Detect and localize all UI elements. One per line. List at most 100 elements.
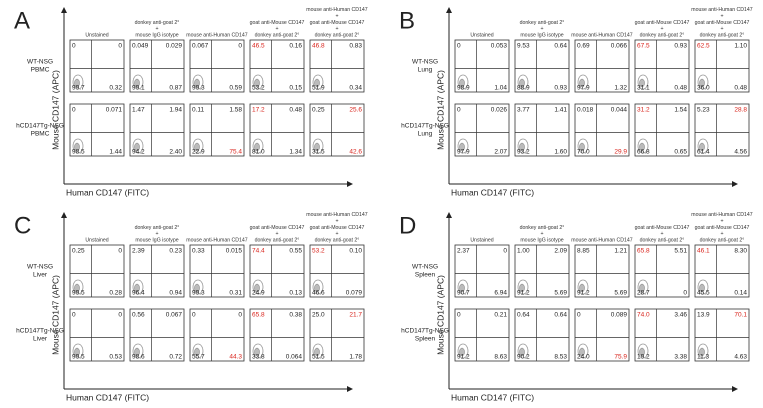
cell-population [639,142,645,152]
quadrant-percent: 1.54 [674,107,687,114]
cell-population [459,347,465,357]
cell-population [577,74,589,90]
cell-population [312,343,324,359]
cell-population [519,142,525,152]
cell-population [72,279,84,295]
column-header: + [720,26,723,32]
cell-population [459,142,465,152]
cell-population [699,283,705,293]
row-label: hCD147Tg-NSG [401,123,449,130]
quadrant-percent: 98.6 [132,354,145,361]
column-header: donkey anti-goat 2° [315,32,360,38]
row-label: hCD147Tg-NSG [16,328,64,335]
quadrant-percent: 3.77 [517,107,530,114]
quadrant-percent: 97.9 [457,149,470,156]
column-header: goat anti-Mouse CD147 [635,225,690,231]
quadrant-percent: 0 [503,248,507,255]
quadrant-percent: 2.39 [132,248,145,255]
quadrant-percent: 17.2 [252,107,265,114]
quadrant-percent: 0.067 [192,43,209,50]
quadrant-percent: 0.69 [577,43,590,50]
cell-population [517,343,529,359]
row-label: hCD147Tg-NSG [401,328,449,335]
column-header: donkey anti-goat 2° [520,225,565,231]
plot-frame [69,39,125,93]
quadrant-percent: 5.23 [697,107,710,114]
quadrant-percent: 45.5 [697,290,710,297]
quadrant-percent: 91.2 [457,354,470,361]
cell-population [457,138,469,154]
column-header: goat anti-Mouse CD147 [310,20,365,26]
column-header: Unstained [85,32,108,38]
quadrant-percent: 1.10 [734,43,747,50]
row-label: Lung [418,131,433,138]
column-header: mouse anti-Human CD147 [571,32,633,38]
column-header: + [720,218,723,224]
quadrant-percent: 0 [238,43,242,50]
quadrant-percent: 0.071 [106,107,123,114]
cell-population [519,78,525,88]
quadrant-percent: 0.94 [169,290,182,297]
quadrant-percent: 4.63 [734,354,747,361]
panel: D Mouse CD147 (APC) Human CD147 (FITC) Unst… [399,212,753,402]
quadrant-percent: 0.21 [494,312,507,319]
quadrant-percent: 31.1 [637,85,650,92]
cell-population [459,78,465,88]
flow-plot: 74.4 0.55 24.9 0.13 [249,244,305,298]
quadrant-percent: 46.5 [252,43,265,50]
column-header: donkey anti-goat 2° [135,225,180,231]
quadrant-percent: 33.8 [252,354,265,361]
quadrant-percent: 81.0 [252,149,265,156]
column-header: Unstained [470,237,493,243]
flow-plot: 3.77 1.41 93.2 1.60 [514,103,570,157]
cell-population [517,74,529,90]
flow-plot: 0 0.071 98.5 1.44 [69,103,125,157]
x-axis-label: Human CD147 (FITC) [451,392,534,402]
flow-plot: 5.23 28.8 61.4 4.56 [694,103,750,157]
cell-population [639,78,645,88]
quadrant-percent: 0.53 [109,354,122,361]
quadrant-percent: 90.7 [457,290,470,297]
column-header: + [540,231,543,237]
quadrant-percent: 3.38 [674,354,687,361]
quadrant-percent: 0.11 [192,107,205,114]
cell-population [517,279,529,295]
quadrant-percent: 53.2 [312,248,325,255]
quadrant-percent: 0.48 [289,107,302,114]
flow-plot: 46.5 0.16 53.2 0.15 [249,39,305,93]
flow-plot: 1.00 2.09 91.2 5.69 [514,244,570,298]
column-header: goat anti-Mouse CD147 [250,225,305,231]
quadrant-percent: 28.7 [637,290,650,297]
cell-population [132,343,144,359]
row-label: WT-NSG [412,59,438,66]
quadrant-percent: 0.067 [166,312,183,319]
panel-letter: C [14,212,31,239]
column-header: donkey anti-goat 2° [700,237,745,243]
flow-plot: 8.85 1.21 91.2 5.69 [574,244,630,298]
cell-population [74,283,80,293]
quadrant-percent: 99.5 [72,354,85,361]
quadrant-percent: 1.32 [614,85,627,92]
quadrant-percent: 0.044 [611,107,628,114]
flow-plot: 53.2 0.10 46.6 0.079 [309,244,365,298]
flow-plot: 46.1 8.30 45.5 0.14 [694,244,750,298]
cell-population [637,343,649,359]
quadrant-percent: 5.69 [614,290,627,297]
quadrant-percent: 1.34 [289,149,302,156]
cell-population [74,347,80,357]
flow-plot: 0 0 99.5 0.53 [69,308,125,362]
cell-population [579,283,585,293]
y-axis-label: Mouse CD147 (APC) [435,70,445,150]
cell-population [637,138,649,154]
flow-plot: 0 0.053 98.9 1.04 [454,39,510,93]
quadrant-percent: 0.049 [132,43,149,50]
cell-population [697,138,709,154]
quadrant-percent: 3.46 [674,312,687,319]
cell-population [314,283,320,293]
quadrant-percent: 94.2 [132,149,145,156]
flow-plot: 67.5 0.93 31.1 0.48 [634,39,690,93]
y-axis-label: Mouse CD147 (APC) [50,70,60,150]
quadrant-percent: 1.94 [169,107,182,114]
quadrant-percent: 9.53 [517,43,530,50]
quadrant-percent: 24.0 [577,354,590,361]
